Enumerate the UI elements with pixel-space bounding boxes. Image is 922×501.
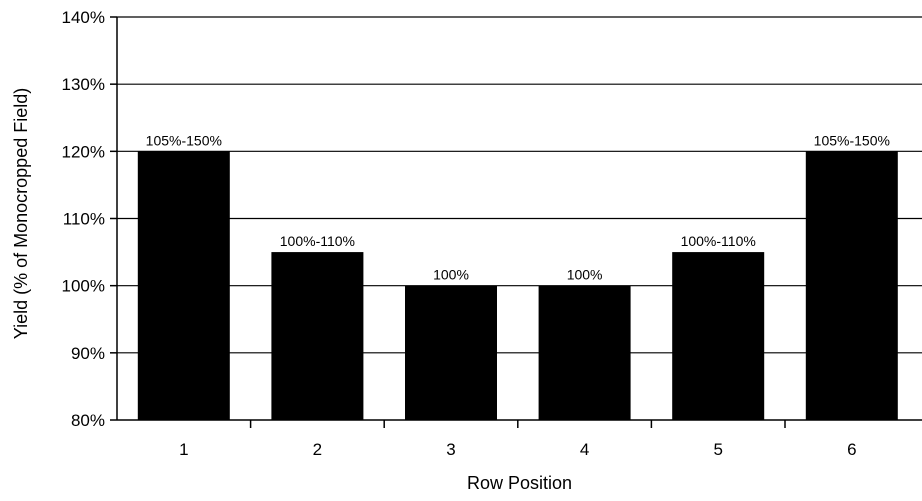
data-label: 100%-110% — [681, 233, 756, 249]
bar — [538, 285, 631, 420]
axes — [116, 17, 922, 421]
y-tick-label: 100% — [62, 277, 105, 296]
y-tick-label: 90% — [71, 344, 105, 363]
bars — [137, 151, 898, 421]
gridlines — [110, 16, 922, 428]
y-tick-label: 130% — [62, 75, 105, 94]
y-tick-labels: 80% 90% 100% 110% 120% 130% 140% — [62, 8, 105, 430]
data-label: 100% — [433, 267, 469, 283]
y-axis-title: Yield (% of Monocropped Field) — [11, 88, 31, 339]
x-tick-label: 3 — [446, 440, 455, 459]
bar — [137, 151, 230, 421]
data-label: 105%-150% — [814, 132, 890, 148]
data-label: 100% — [567, 267, 603, 283]
x-tick-label: 4 — [580, 440, 589, 459]
x-axis-title: Row Position — [467, 473, 572, 493]
bar — [271, 252, 364, 420]
y-tick-label: 120% — [62, 142, 105, 161]
bar — [405, 285, 497, 420]
y-tick-label: 110% — [63, 210, 105, 229]
data-label: 105%-150% — [146, 132, 222, 148]
x-tick-label: 6 — [847, 440, 856, 459]
bar — [805, 151, 898, 421]
data-label: 100%-110% — [280, 233, 355, 249]
x-tick-label: 5 — [713, 440, 722, 459]
y-tick-label: 140% — [62, 8, 105, 27]
data-labels: 105%-150% 100%-110% 100% 100% 100%-110% 105%-… — [146, 132, 890, 282]
x-tick-label: 2 — [313, 440, 322, 459]
y-tick-label: 80% — [71, 411, 105, 430]
bar — [672, 252, 765, 420]
x-tick-label: 1 — [179, 440, 188, 459]
x-tick-labels: 1 2 3 4 5 6 — [179, 440, 856, 459]
